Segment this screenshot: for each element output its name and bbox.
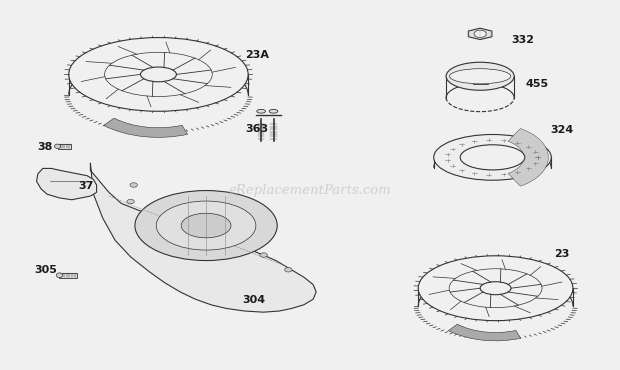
Text: 38: 38 <box>38 142 53 152</box>
Ellipse shape <box>269 110 278 113</box>
Ellipse shape <box>434 135 551 180</box>
Ellipse shape <box>446 62 514 90</box>
Ellipse shape <box>69 38 248 111</box>
Text: 305: 305 <box>35 265 58 276</box>
Ellipse shape <box>450 69 511 84</box>
Polygon shape <box>91 163 316 312</box>
Circle shape <box>474 30 486 37</box>
Ellipse shape <box>418 256 573 321</box>
Ellipse shape <box>181 213 231 238</box>
Wedge shape <box>448 324 521 341</box>
Text: 304: 304 <box>242 295 265 305</box>
Text: 332: 332 <box>511 35 534 45</box>
Circle shape <box>127 199 135 204</box>
FancyBboxPatch shape <box>133 91 164 100</box>
Text: 455: 455 <box>525 79 549 89</box>
Wedge shape <box>104 118 188 137</box>
Ellipse shape <box>156 201 256 250</box>
Wedge shape <box>508 128 548 186</box>
Circle shape <box>260 253 267 257</box>
Text: 23A: 23A <box>245 50 269 60</box>
Text: 37: 37 <box>78 181 94 191</box>
Text: 324: 324 <box>550 125 574 135</box>
FancyBboxPatch shape <box>60 273 77 278</box>
Polygon shape <box>37 168 97 200</box>
Ellipse shape <box>135 191 277 260</box>
Ellipse shape <box>55 144 61 148</box>
Circle shape <box>130 183 138 187</box>
Ellipse shape <box>257 110 265 113</box>
Text: 363: 363 <box>245 124 268 134</box>
Text: 23: 23 <box>554 249 570 259</box>
Ellipse shape <box>460 145 525 170</box>
Polygon shape <box>468 28 492 40</box>
FancyBboxPatch shape <box>58 144 71 148</box>
Circle shape <box>285 268 292 272</box>
Ellipse shape <box>56 273 63 278</box>
Text: eReplacementParts.com: eReplacementParts.com <box>229 184 391 197</box>
